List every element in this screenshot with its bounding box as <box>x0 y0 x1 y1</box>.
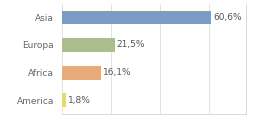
Bar <box>62 11 211 24</box>
Text: 21,5%: 21,5% <box>116 41 145 49</box>
Text: 16,1%: 16,1% <box>103 68 132 77</box>
Text: 1,8%: 1,8% <box>68 96 91 105</box>
Bar <box>62 66 101 79</box>
Bar <box>62 38 115 52</box>
Text: 60,6%: 60,6% <box>213 13 242 22</box>
Bar <box>62 93 66 107</box>
